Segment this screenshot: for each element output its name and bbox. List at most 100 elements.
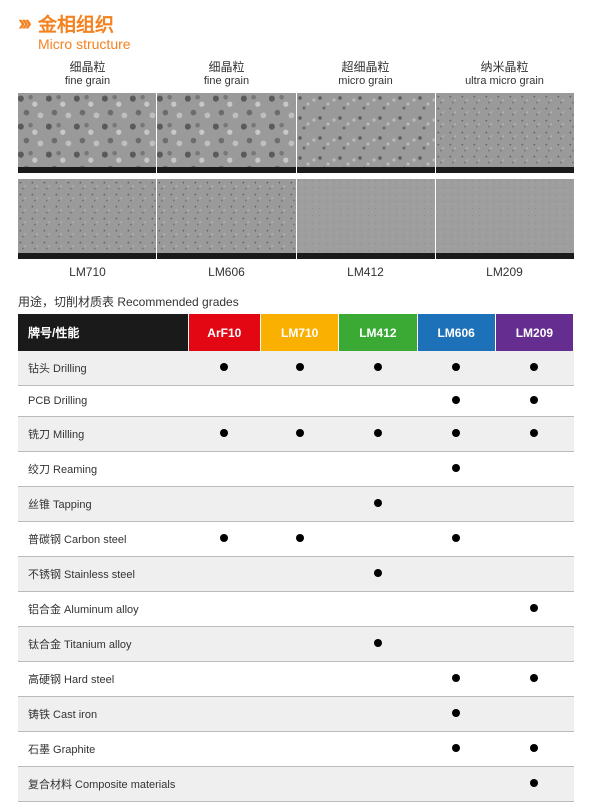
dot-icon [296, 429, 304, 437]
mark-cell [417, 452, 495, 487]
table-header-grade: LM209 [495, 314, 573, 351]
micro-image [297, 179, 435, 259]
mark-cell [261, 417, 339, 452]
micro-image [157, 179, 295, 259]
micro-image [436, 179, 574, 259]
grain-header-en: micro grain [296, 75, 435, 87]
row-label: PCB Drilling [18, 386, 188, 417]
mark-cell [495, 417, 573, 452]
grain-headers: 细晶粒fine grain细晶粒fine grain超细晶粒micro grai… [18, 58, 574, 87]
dot-icon [374, 363, 382, 371]
table-header-grade: LM606 [417, 314, 495, 351]
mark-cell [339, 557, 417, 592]
dot-icon [452, 744, 460, 752]
dot-icon [530, 674, 538, 682]
mark-cell [339, 386, 417, 417]
table-row: PCB Drilling [18, 386, 574, 417]
mark-cell [339, 627, 417, 662]
table-row: 丝锥 Tapping [18, 487, 574, 522]
dot-icon [530, 396, 538, 404]
table-row: 铣刀 Milling [18, 417, 574, 452]
mark-cell [188, 767, 261, 802]
mark-cell [495, 767, 573, 802]
dot-icon [374, 569, 382, 577]
dot-icon [530, 363, 538, 371]
mark-cell [495, 732, 573, 767]
table-header-label: 牌号/性能 [18, 314, 188, 351]
dot-icon [296, 363, 304, 371]
mark-cell [417, 522, 495, 557]
mark-cell [417, 662, 495, 697]
mark-cell [261, 487, 339, 522]
mark-cell [417, 697, 495, 732]
row-label: 铸铁 Cast iron [18, 697, 188, 732]
title-en: Micro structure [38, 36, 131, 52]
grain-header-cn: 细晶粒 [18, 58, 157, 75]
mark-cell [188, 732, 261, 767]
subtitle: 用途，切削材质表 Recommended grades [18, 293, 574, 310]
dot-icon [296, 534, 304, 542]
mark-cell [339, 732, 417, 767]
dot-icon [452, 534, 460, 542]
mark-cell [495, 351, 573, 386]
mark-cell [188, 557, 261, 592]
mark-cell [495, 697, 573, 732]
mark-cell [339, 351, 417, 386]
mark-cell [261, 386, 339, 417]
grades-table: 牌号/性能ArF10LM710LM412LM606LM209 钻头 Drilli… [18, 314, 574, 802]
mark-cell [188, 662, 261, 697]
dot-icon [452, 429, 460, 437]
grain-header-en: ultra micro grain [435, 75, 574, 87]
row-label: 复合材料 Composite materials [18, 767, 188, 802]
mark-cell [495, 662, 573, 697]
row-label: 普碳钢 Carbon steel [18, 522, 188, 557]
mark-cell [417, 417, 495, 452]
mark-cell [417, 732, 495, 767]
mark-cell [188, 487, 261, 522]
grain-header: 纳米晶粒ultra micro grain [435, 58, 574, 87]
mark-cell [261, 767, 339, 802]
row-label: 钻头 Drilling [18, 351, 188, 386]
mark-cell [188, 522, 261, 557]
mark-cell [261, 452, 339, 487]
grain-bottom-labels: LM710LM606LM412LM209 [18, 265, 574, 279]
mark-cell [188, 417, 261, 452]
micro-image [436, 93, 574, 173]
row-label: 丝锥 Tapping [18, 487, 188, 522]
grain-header-cn: 细晶粒 [157, 58, 296, 75]
table-header-row: 牌号/性能ArF10LM710LM412LM606LM209 [18, 314, 574, 351]
title-cn: 金相组织 [38, 10, 131, 37]
mark-cell [261, 522, 339, 557]
grain-bottom-label: LM209 [435, 265, 574, 279]
row-label: 绞刀 Reaming [18, 452, 188, 487]
table-row: 绞刀 Reaming [18, 452, 574, 487]
chevron-icon: ››› [18, 10, 28, 36]
mark-cell [261, 732, 339, 767]
grain-bottom-label: LM412 [296, 265, 435, 279]
dot-icon [452, 396, 460, 404]
dot-icon [530, 744, 538, 752]
grain-bottom-label: LM606 [157, 265, 296, 279]
table-body: 钻头 DrillingPCB Drilling铣刀 Milling绞刀 Ream… [18, 351, 574, 802]
table-row: 石墨 Graphite [18, 732, 574, 767]
dot-icon [452, 674, 460, 682]
mark-cell [417, 487, 495, 522]
grain-header-en: fine grain [157, 75, 296, 87]
grain-header: 细晶粒fine grain [157, 58, 296, 87]
mark-cell [339, 697, 417, 732]
mark-cell [188, 452, 261, 487]
mark-cell [261, 592, 339, 627]
mark-cell [261, 627, 339, 662]
mark-cell [495, 452, 573, 487]
row-label: 铝合金 Aluminum alloy [18, 592, 188, 627]
grain-header-en: fine grain [18, 75, 157, 87]
table-row: 钻头 Drilling [18, 351, 574, 386]
table-row: 高硬钢 Hard steel [18, 662, 574, 697]
mark-cell [495, 627, 573, 662]
grain-header-cn: 超细晶粒 [296, 58, 435, 75]
micro-image-row-2 [18, 179, 574, 259]
mark-cell [188, 697, 261, 732]
mark-cell [339, 662, 417, 697]
micro-image [18, 93, 156, 173]
table-header-grade: LM412 [339, 314, 417, 351]
